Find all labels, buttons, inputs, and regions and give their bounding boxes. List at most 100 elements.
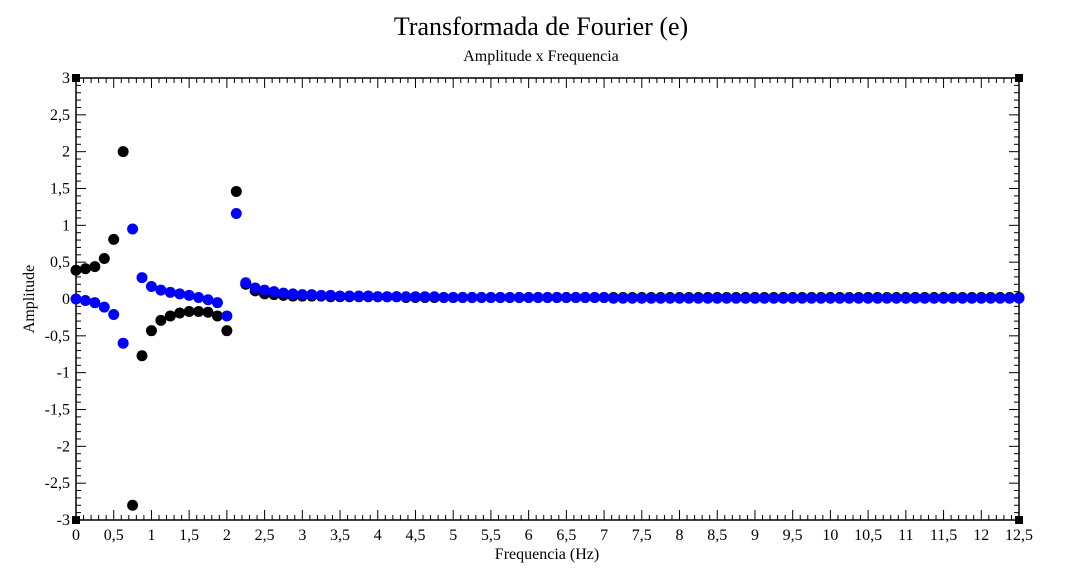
series-1-point [117, 146, 129, 158]
y-tick-label: 2 [62, 144, 70, 161]
series-2-point [164, 286, 176, 298]
series-1-point [174, 307, 186, 319]
series-2-point [79, 294, 91, 306]
y-tick-label: 0 [62, 291, 70, 308]
y-tick-label: 1,5 [50, 181, 70, 198]
chart-title: Transformada de Fourier (e) [393, 12, 689, 41]
series-2-point [419, 291, 431, 303]
series-2-point [409, 291, 421, 303]
series-1-point [183, 306, 195, 318]
x-tick-label: 2 [223, 527, 231, 544]
y-tick-label: 1 [62, 217, 70, 234]
series-2-point [796, 292, 808, 304]
y-tick-label: -1,5 [45, 402, 70, 419]
x-tick-label: 1,5 [179, 527, 199, 544]
series-2-point [626, 292, 638, 304]
series-2-point [1013, 292, 1025, 304]
data-points [70, 146, 1025, 511]
y-tick-label: 0,5 [50, 254, 70, 271]
series-2-point [692, 292, 704, 304]
corner-marker [72, 74, 80, 82]
series-2-point [872, 292, 884, 304]
series-1-point [164, 310, 176, 322]
series-2-point [636, 292, 648, 304]
x-tick-label: 10 [822, 527, 838, 544]
series-2-point [843, 292, 855, 304]
x-tick-label: 1 [147, 527, 155, 544]
x-tick-labels: 0 0,5 1 1,5 2 2,5 3 3,5 4 4,5 5 5,5 6 6,5 7 7,5 8 8,5 9 9,5… [72, 527, 1033, 544]
series-2-point [645, 292, 657, 304]
series-2-point [579, 292, 591, 304]
y-axis-title: Amplitude [21, 265, 38, 333]
series-2-point [381, 291, 393, 303]
series-1-point [98, 252, 110, 264]
series-2-point [824, 292, 836, 304]
series-2-point [296, 289, 308, 301]
series-2-point [711, 292, 723, 304]
y-tick-label: -3 [57, 512, 70, 529]
series-2-point [787, 292, 799, 304]
series-2-point [362, 290, 374, 302]
x-tick-label: 7,5 [632, 527, 652, 544]
series-2-point [664, 292, 676, 304]
series-2-point [674, 292, 686, 304]
series-2-point [532, 292, 544, 304]
x-tick-label: 10,5 [854, 527, 882, 544]
series-2-point [240, 277, 252, 289]
x-tick-label: 2,5 [255, 527, 275, 544]
series-2-point [589, 292, 601, 304]
series-2-point [938, 292, 950, 304]
series-2-point [221, 310, 233, 322]
series-2-point [862, 292, 874, 304]
series-2-point [249, 282, 261, 294]
x-tick-label: 5 [449, 527, 457, 544]
series-2-point [919, 292, 931, 304]
corner-marker [72, 516, 80, 524]
series-2-point [211, 297, 223, 309]
y-tick-label: -1 [57, 365, 70, 382]
x-tick-label: 0,5 [104, 527, 124, 544]
series-2-point [806, 292, 818, 304]
series-2-point [447, 292, 459, 304]
x-tick-label: 11 [898, 527, 913, 544]
series-2-point [325, 289, 337, 301]
series-2-point [890, 292, 902, 304]
series-2-point [985, 292, 997, 304]
series-2-point [277, 287, 289, 299]
series-2-point [485, 292, 497, 304]
x-tick-label: 4 [374, 527, 382, 544]
series-2-point [287, 288, 299, 300]
series-1-point [108, 233, 120, 245]
series-1-point [145, 325, 157, 337]
y-tick-label: -2,5 [45, 475, 70, 492]
series-2-point [740, 292, 752, 304]
series-2-point [815, 292, 827, 304]
corner-marker [1015, 74, 1023, 82]
series-1-point [89, 261, 101, 273]
series-2-point [259, 284, 271, 296]
series-2-point [372, 291, 384, 303]
series-1-point [211, 310, 223, 322]
series-2-point [400, 291, 412, 303]
series-2-point [966, 292, 978, 304]
series-2-point [523, 292, 535, 304]
series-2-point [343, 290, 355, 302]
series-1-point [155, 314, 167, 326]
series-2-point [768, 292, 780, 304]
series-2-point [155, 284, 167, 296]
series-2-point [174, 288, 186, 300]
corner-marker [1015, 516, 1023, 524]
series-2-point [947, 292, 959, 304]
y-tick-label: -0,5 [45, 328, 70, 345]
series-1-point [127, 499, 139, 511]
series-2-point [683, 292, 695, 304]
series-2-point [721, 292, 733, 304]
series-2-point [230, 208, 242, 220]
series-2-point [1004, 292, 1016, 304]
x-tick-label: 12,5 [1005, 527, 1033, 544]
x-tick-label: 3,5 [330, 527, 350, 544]
series-2-point [136, 272, 148, 284]
series-2-point [655, 292, 667, 304]
series-2-point [70, 293, 82, 305]
x-tick-label: 9 [751, 527, 759, 544]
